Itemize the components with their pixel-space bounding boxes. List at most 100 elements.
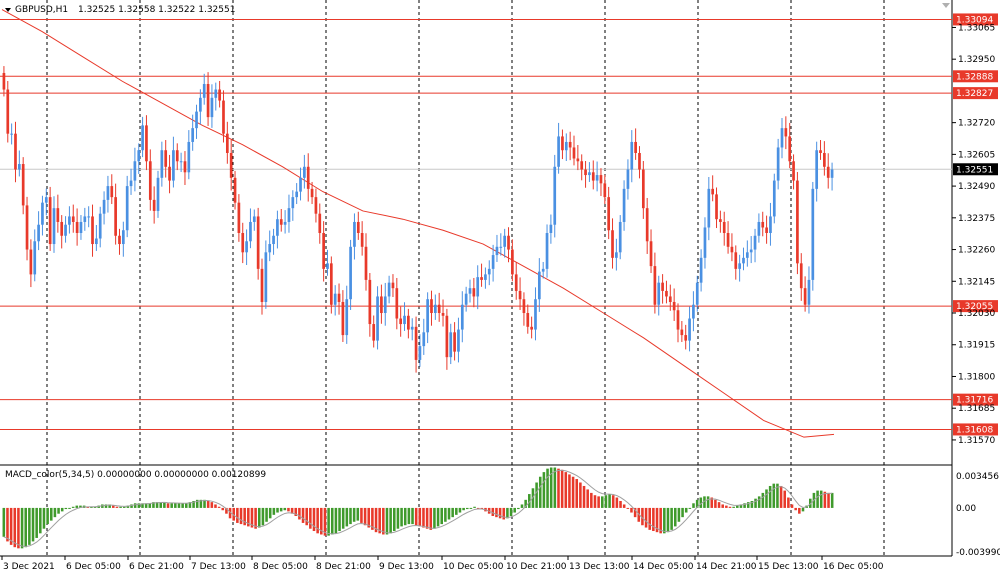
macd-bar <box>79 505 82 508</box>
macd-bar <box>798 507 801 514</box>
horizontal-levels: 1.330941.328881.328271.320551.317161.316… <box>0 13 998 436</box>
time-tick-label: 10 Dec 05:00 <box>443 562 504 572</box>
candle-body <box>761 221 765 228</box>
scroll-marker-icon[interactable] <box>942 3 950 8</box>
macd-bar <box>549 467 553 508</box>
macd-bar <box>816 490 819 508</box>
candle-body <box>734 252 738 269</box>
macd-bar <box>279 507 283 512</box>
macd-bar <box>382 507 385 535</box>
time-tick-label: 14 Dec 05:00 <box>633 562 694 572</box>
macd-bar <box>236 507 239 523</box>
candle-body <box>95 238 98 245</box>
candle-body <box>484 274 487 280</box>
candle-body <box>360 233 364 247</box>
macd-bar <box>787 497 790 508</box>
price-tick-label: 1.32720 <box>958 119 995 129</box>
candle-body <box>564 141 568 151</box>
dropdown-arrow-icon[interactable] <box>5 8 11 12</box>
macd-bar <box>593 495 597 508</box>
macd-bar <box>502 507 506 520</box>
macd-bar <box>495 507 498 518</box>
candle-body <box>487 268 491 275</box>
macd-bar <box>276 507 279 513</box>
macd-bar <box>385 507 389 535</box>
macd-bar <box>823 491 827 508</box>
macd-bar <box>455 507 458 515</box>
macd-bar <box>137 503 141 508</box>
candle-body <box>260 268 264 302</box>
symbol-label: GBPUSD,H1 <box>15 5 68 15</box>
macd-bar <box>309 507 312 529</box>
candle-body <box>337 293 341 302</box>
macd-bar <box>323 507 327 536</box>
macd-bar <box>604 495 608 508</box>
candle-body <box>41 202 44 225</box>
macd-bar <box>9 507 13 545</box>
candle-body <box>322 233 325 269</box>
current-price-label-bg <box>953 163 998 176</box>
macd-bar <box>363 507 367 526</box>
macd-bar <box>104 504 108 508</box>
candle-body <box>218 89 221 101</box>
candle-body <box>168 166 171 181</box>
macd-bar <box>13 507 17 548</box>
macd-bar <box>268 507 272 519</box>
macd-bar <box>553 467 557 508</box>
candle-body <box>380 296 383 314</box>
macd-bar <box>582 485 586 508</box>
candle-body <box>745 252 749 258</box>
macd-bar <box>779 485 783 508</box>
candle-body <box>214 89 218 98</box>
candle-body <box>175 150 179 162</box>
macd-bar <box>579 482 582 508</box>
macd-bar <box>254 507 257 529</box>
macd-bar <box>316 507 319 534</box>
ohlc-values: 1.32525 1.32558 1.32522 1.32551 <box>78 5 235 15</box>
macd-bar <box>444 507 447 522</box>
candle-body <box>476 277 480 297</box>
candle-body <box>225 133 229 153</box>
macd-bar <box>670 507 673 530</box>
macd-bar <box>228 507 232 519</box>
candle-body <box>445 315 449 358</box>
macd-bar <box>24 507 27 548</box>
candle-body <box>387 282 391 297</box>
macd-bar <box>761 492 765 508</box>
candle-body <box>403 315 406 325</box>
candle-body <box>79 221 83 233</box>
price-tick-label: 1.33065 <box>958 23 995 33</box>
candle-body <box>299 177 302 192</box>
macd-bar <box>513 507 516 513</box>
macd-tick-label: -0.003990 <box>956 548 1000 558</box>
candle-body <box>557 136 560 167</box>
candle-body <box>611 230 614 258</box>
macd-bar <box>695 499 699 508</box>
candle-body <box>491 255 495 269</box>
candle-body <box>291 197 295 209</box>
macd-bar <box>681 507 684 518</box>
candle-body <box>811 188 815 280</box>
candle-body <box>353 221 356 247</box>
candle-body <box>796 180 799 264</box>
candle-body <box>430 299 433 314</box>
macd-bar <box>2 507 6 537</box>
macd-bar <box>192 500 195 508</box>
macd-bar <box>221 507 225 511</box>
candle-body <box>518 290 522 300</box>
macd-bar <box>301 507 305 523</box>
time-tick-label: 15 Dec 13:00 <box>758 562 819 572</box>
macd-signal-line <box>3 469 833 547</box>
candle-body <box>98 213 102 239</box>
time-tick-label: 3 Dec 2021 <box>3 562 55 572</box>
macd-bar <box>714 499 717 508</box>
macd-bar <box>750 500 754 508</box>
macd-bar <box>462 507 465 511</box>
macd-bar <box>506 507 509 519</box>
candle-body <box>44 197 48 203</box>
price-tick-label: 1.32950 <box>958 55 995 65</box>
candle-body <box>457 329 460 352</box>
candle-body <box>368 279 372 325</box>
